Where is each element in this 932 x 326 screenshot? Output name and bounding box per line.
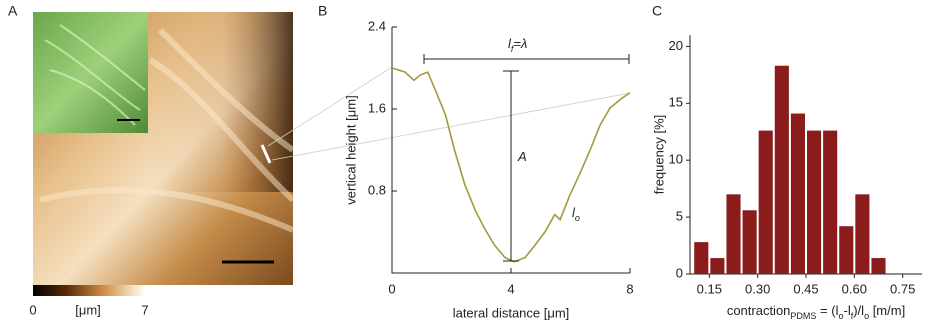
colorbar-label: 7 [141,302,148,317]
y-tick-label: 5 [676,209,683,224]
x-axis-label-part: o [864,311,869,321]
colorbar-label: 0 [29,302,36,317]
x-tick-label: 0.30 [745,281,770,296]
span-label: lf=λ [508,36,527,54]
bar [694,242,709,274]
y-tick-label: 20 [669,38,683,53]
x-axis-label-part: = (l [816,303,838,318]
colorbar-label: [μm] [75,302,101,317]
bar [726,194,741,274]
bar [758,130,773,274]
x-axis-label: contractionPDMS = (lo-lf)/lo [m/m] [727,303,905,321]
x-axis-label-part: )/l [853,303,864,318]
x-axis-label-part: PDMS [790,311,816,321]
length-label: lo [572,205,580,223]
x-axis-label-part: [m/m] [869,303,905,318]
bar [710,258,725,274]
x-tick-label: 0.15 [697,281,722,296]
x-tick-label: 0.45 [793,281,818,296]
bar [855,194,870,274]
panel-letter: B [318,3,327,19]
bar [839,226,854,274]
afm-image [33,12,296,296]
x-tick-label: 4 [507,281,514,296]
x-tick-label: 8 [626,281,633,296]
axes [689,35,922,275]
x-axis-label-part: f [851,311,854,321]
bar [774,65,789,274]
x-tick-label: 0.75 [890,281,915,296]
y-tick-label: 10 [669,152,683,167]
y-tick-label: 0.8 [368,182,386,197]
bar [807,130,822,274]
x-tick-label: 0.60 [842,281,867,296]
bar [742,210,757,274]
length-label-part: o [575,213,580,223]
x-axis-label: lateral distance [μm] [453,305,570,320]
panel-letter: C [652,3,662,19]
length-label-part: l [572,205,576,220]
y-tick-label: 15 [669,95,683,110]
amplitude-label-part: A [517,149,527,164]
span-bracket [423,54,630,64]
y-axis-label: frequency [%] [651,115,666,195]
span-label-part: f [511,44,515,54]
span-label-part: =λ [513,36,527,51]
bar [871,258,886,274]
panel-letter: A [8,3,18,19]
x-tick-label: 0 [388,281,395,296]
bar [790,113,805,275]
x-axis-label-part: contraction [727,303,791,318]
x-axis-label-part: -l [843,303,850,318]
amplitude-label: A [517,149,527,164]
y-axis-label: vertical height [μm] [343,95,358,204]
span-label-part: l [508,36,512,51]
line-series [391,67,631,263]
y-tick-label: 2.4 [368,18,386,33]
amplitude-bar [503,70,519,262]
x-axis-label-part: o [838,311,843,321]
bar [823,130,838,274]
y-tick-label: 0 [676,265,683,280]
y-tick-label: 1.6 [368,100,386,115]
